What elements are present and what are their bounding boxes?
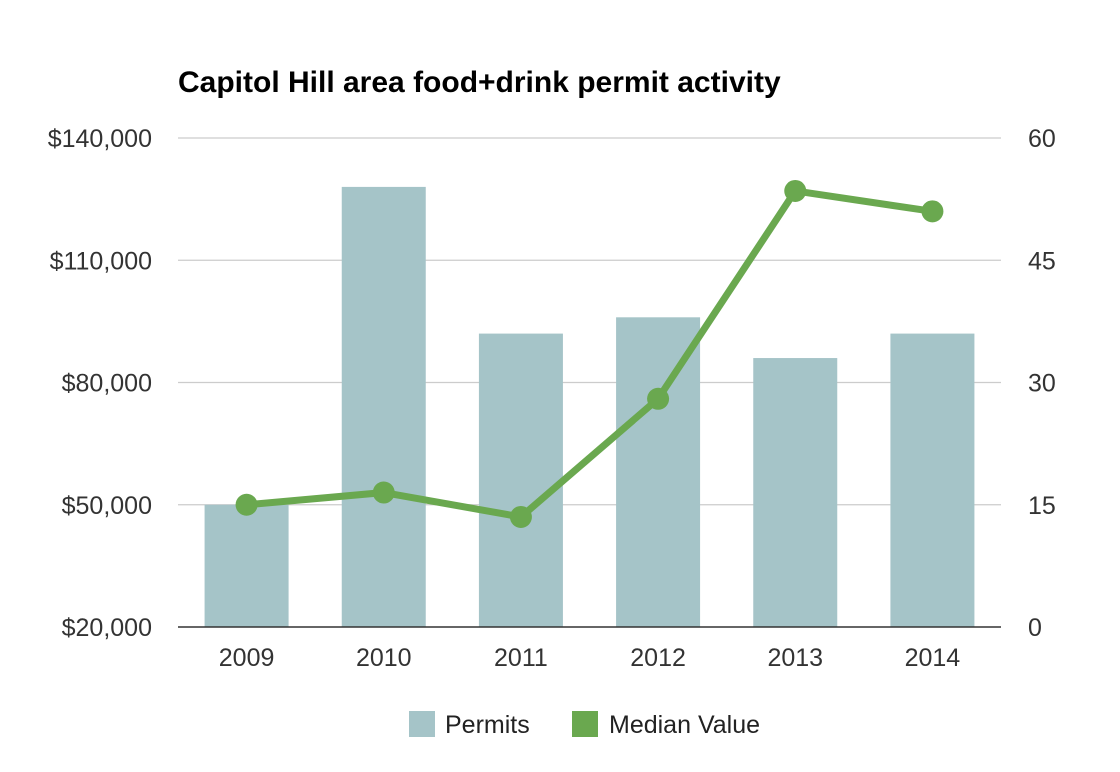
point-median-value-2014 (921, 200, 944, 223)
chart-title: Capitol Hill area food+drink permit acti… (178, 66, 781, 99)
legend: Permits Median Value (409, 711, 760, 739)
y-left-tick-label: $110,000 (50, 247, 152, 275)
x-tick-label: 2009 (219, 644, 275, 672)
y-right-tick-label: 0 (1028, 614, 1042, 642)
bar-permits-2014 (890, 333, 975, 627)
legend-label-median-value: Median Value (609, 711, 760, 739)
y-left-tick-label: $50,000 (62, 492, 152, 520)
point-median-value-2009 (235, 493, 258, 516)
y-right-tick-label: 15 (1028, 492, 1056, 520)
point-median-value-2011 (509, 505, 532, 528)
gridlines (178, 137, 1001, 506)
x-tick-label: 2011 (494, 644, 548, 672)
legend-swatch-median-value (572, 711, 598, 737)
point-median-value-2013 (784, 179, 807, 202)
y-axis-left: $20,000 $50,000 $80,000 $110,000 $140,000 (48, 125, 152, 642)
bar-series (204, 186, 975, 627)
y-left-tick-label: $140,000 (48, 125, 152, 153)
y-right-tick-label: 30 (1028, 370, 1056, 398)
x-tick-label: 2012 (630, 644, 686, 672)
legend-swatch-permits (409, 711, 435, 737)
bar-permits-2009 (204, 504, 289, 627)
bar-permits-2013 (753, 358, 838, 627)
y-left-tick-label: $20,000 (62, 614, 152, 642)
point-median-value-2010 (372, 481, 395, 504)
bar-permits-2010 (341, 186, 426, 627)
x-tick-label: 2014 (905, 644, 961, 672)
x-tick-label: 2010 (356, 644, 412, 672)
y-right-tick-label: 45 (1028, 247, 1056, 275)
line-series (235, 179, 944, 528)
line-median-value (243, 187, 936, 521)
x-axis: 2009 2010 2011 2012 2013 2014 (219, 644, 961, 672)
point-median-value-2012 (647, 387, 670, 410)
y-axis-right: 0 15 30 45 60 (1028, 125, 1056, 642)
legend-label-permits: Permits (445, 711, 530, 739)
bar-permits-2012 (616, 317, 701, 627)
x-tick-label: 2013 (767, 644, 823, 672)
bar-permits-2011 (478, 333, 563, 627)
y-right-tick-label: 60 (1028, 125, 1056, 153)
y-left-tick-label: $80,000 (62, 370, 152, 398)
